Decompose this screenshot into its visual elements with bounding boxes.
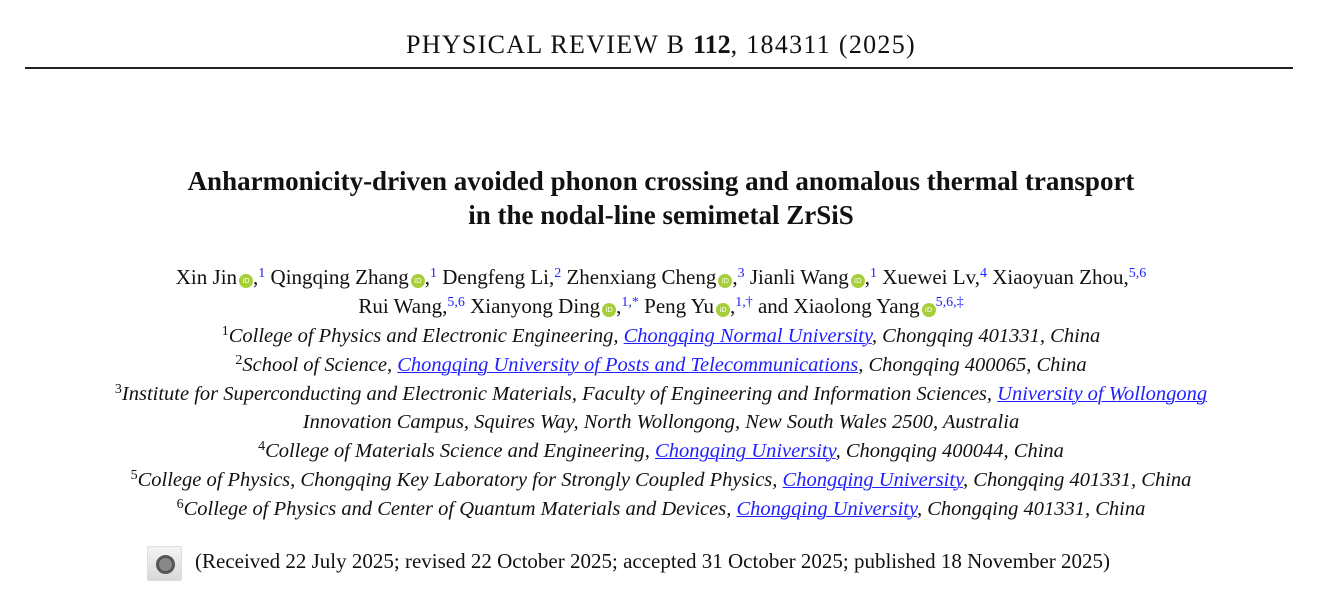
affiliation-text: College of Physics and Electronic Engine… xyxy=(228,325,624,347)
author-affiliation-link[interactable]: 1 xyxy=(430,266,438,281)
author: and Xiaolong Yang iD 5,6,‡ xyxy=(758,294,964,318)
orcid-icon[interactable]: iD xyxy=(410,274,425,288)
affiliation-location: , Chongqing 401331, China xyxy=(871,325,1101,347)
orcid-icon[interactable]: iD xyxy=(850,274,865,288)
author: Dengfeng Li,2 xyxy=(442,265,561,289)
affiliation-location: , Chongqing 400044, China xyxy=(835,440,1064,463)
author-affiliation-link[interactable]: 1 xyxy=(869,266,877,281)
orcid-icon[interactable]: iD xyxy=(602,303,617,317)
author-affiliation-link[interactable]: 1 xyxy=(258,266,266,281)
author-separator: , xyxy=(253,265,259,289)
author: Jianli Wang iD ,1 xyxy=(750,265,877,289)
affiliation-location: , Chongqing 400065, China xyxy=(858,353,1087,376)
author-name: Xianyong Ding xyxy=(470,294,601,318)
author-separator: , xyxy=(548,265,555,289)
author: Xuewei Lv,4 xyxy=(882,265,987,289)
author: Qingqing Zhang iD ,1 xyxy=(271,265,437,289)
institution-link[interactable]: Chongqing University xyxy=(782,468,964,491)
author-separator: , xyxy=(732,265,738,289)
author: Xin Jin iD ,1 xyxy=(176,265,266,289)
author-separator: , xyxy=(616,294,622,318)
journal-article: , 184311 (2025) xyxy=(730,30,916,59)
institution-link[interactable]: Chongqing University xyxy=(736,497,917,520)
author-name: Qingqing Zhang xyxy=(270,265,409,289)
orcid-icon[interactable]: iD xyxy=(921,303,936,317)
institution-link[interactable]: Chongqing University of Posts and Teleco… xyxy=(397,353,859,376)
author-name: Dengfeng Li xyxy=(442,265,549,289)
affiliation-number: 2 xyxy=(235,352,243,368)
institution-link[interactable]: Chongqing University xyxy=(655,440,836,463)
affiliation: 2School of Science, Chongqing University… xyxy=(0,351,1322,380)
author-affiliation-link[interactable]: 5,6 xyxy=(447,295,465,310)
received-dates: (Received 22 July 2025; revised 22 Octob… xyxy=(195,549,1111,573)
author-name: Xiaoyuan Zhou xyxy=(992,265,1124,289)
affiliation-text: College of Materials Science and Enginee… xyxy=(265,440,656,463)
author-affiliation-link[interactable]: 5,6 xyxy=(1128,266,1147,281)
affiliation-continued: Innovation Campus, Squires Way, North Wo… xyxy=(302,411,1020,434)
author-list: Xin Jin iD ,1 Qingqing Zhang iD ,1 Dengfeng … xyxy=(0,263,1322,321)
affiliation-number: 1 xyxy=(221,324,229,339)
author-name: Peng Yu xyxy=(644,294,714,318)
author-separator: , xyxy=(864,265,870,289)
affiliation: 5College of Physics, Chongqing Key Labor… xyxy=(0,466,1322,495)
affiliation-number: 3 xyxy=(114,381,122,397)
author-affiliation-link[interactable]: 4 xyxy=(979,266,987,281)
author-affiliation-link[interactable]: 1,† xyxy=(735,295,753,310)
journal-name: PHYSICAL REVIEW B xyxy=(406,30,686,59)
author-name: Xuewei Lv xyxy=(882,265,975,289)
author-affiliation-link[interactable]: 3 xyxy=(737,266,745,281)
affiliation-location: , Chongqing 401331, China xyxy=(963,468,1192,491)
affiliation: 3Institute for Superconducting and Elect… xyxy=(0,380,1322,409)
check-for-updates-icon[interactable] xyxy=(147,546,182,581)
author: Xiaoyuan Zhou,5,6 xyxy=(992,265,1146,289)
affiliation-list: 1College of Physics and Electronic Engin… xyxy=(0,322,1322,524)
orcid-icon[interactable]: iD xyxy=(718,274,733,288)
journal-header: PHYSICAL REVIEW B 112, 184311 (2025) xyxy=(0,30,1322,60)
affiliation-text: School of Science, xyxy=(242,353,398,376)
affiliation-number: 4 xyxy=(258,439,266,455)
author-separator: , xyxy=(1123,265,1129,289)
author: Rui Wang,5,6 xyxy=(358,294,464,318)
affiliation: 6College of Physics and Center of Quantu… xyxy=(0,495,1322,524)
orcid-icon[interactable]: iD xyxy=(715,303,730,317)
author-separator: , xyxy=(442,294,448,318)
journal-volume: 112 xyxy=(693,30,731,59)
author-name: Jianli Wang xyxy=(749,265,849,289)
author: Zhenxiang Cheng iD ,3 xyxy=(566,265,744,289)
affiliation: 4College of Materials Science and Engine… xyxy=(0,437,1322,466)
institution-link[interactable]: University of Wollongong xyxy=(997,382,1208,405)
affiliation-number: 6 xyxy=(176,496,184,512)
institution-link[interactable]: Chongqing Normal University xyxy=(623,325,872,347)
author-name: and Xiaolong Yang xyxy=(757,294,920,318)
author-separator: , xyxy=(729,294,736,318)
affiliation-text: Institute for Superconducting and Electr… xyxy=(121,382,998,405)
title-line-1: Anharmonicity-driven avoided phonon cros… xyxy=(187,166,1135,196)
author-affiliation-link[interactable]: 5,6,‡ xyxy=(935,295,964,310)
author-name: Xin Jin xyxy=(175,265,238,289)
author-separator: , xyxy=(424,265,431,289)
orcid-icon[interactable]: iD xyxy=(239,274,254,288)
author-affiliation-link[interactable]: 1,* xyxy=(621,295,639,310)
author-name: Rui Wang xyxy=(358,294,443,318)
affiliation-number: 5 xyxy=(130,467,138,483)
header-rule xyxy=(25,67,1293,69)
author-separator: , xyxy=(974,265,980,289)
author-affiliation-link[interactable]: 2 xyxy=(554,266,562,281)
title-line-2: in the nodal-line semimetal ZrSiS xyxy=(468,200,854,230)
affiliation-text: College of Physics, Chongqing Key Labora… xyxy=(137,468,783,491)
affiliation-location: , Chongqing 401331, China xyxy=(916,497,1146,520)
paper-title: Anharmonicity-driven avoided phonon cros… xyxy=(0,164,1322,232)
author: Peng Yu iD ,1,† xyxy=(644,294,753,318)
affiliation: 1College of Physics and Electronic Engin… xyxy=(0,322,1322,351)
affiliation-text: College of Physics and Center of Quantum… xyxy=(183,497,737,520)
author-name: Zhenxiang Cheng xyxy=(566,265,717,289)
author: Xianyong Ding iD ,1,* xyxy=(470,294,639,318)
